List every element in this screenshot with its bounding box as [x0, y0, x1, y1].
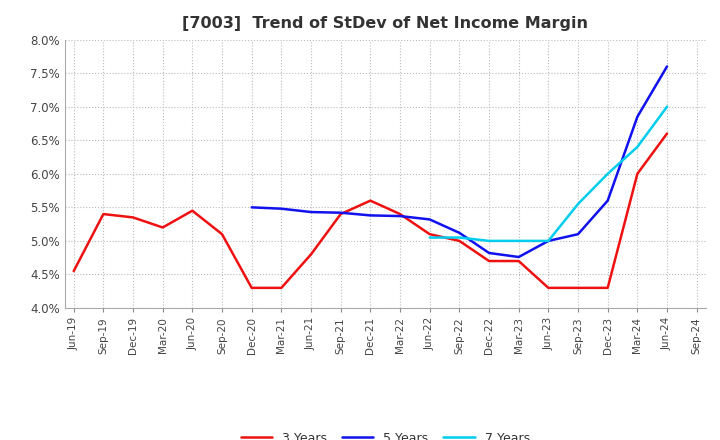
5 Years	[455, 230, 464, 235]
5 Years	[307, 209, 315, 215]
5 Years	[544, 238, 553, 244]
5 Years	[277, 206, 286, 211]
3 Years	[277, 285, 286, 290]
7 Years	[544, 238, 553, 244]
3 Years	[217, 231, 226, 237]
3 Years	[336, 212, 345, 217]
7 Years	[426, 235, 434, 240]
7 Years	[514, 238, 523, 244]
3 Years	[366, 198, 374, 203]
5 Years	[485, 250, 493, 256]
7 Years	[633, 144, 642, 150]
3 Years	[69, 268, 78, 274]
3 Years	[574, 285, 582, 290]
5 Years	[662, 64, 671, 69]
3 Years	[544, 285, 553, 290]
Line: 7 Years: 7 Years	[430, 106, 667, 241]
3 Years	[396, 212, 405, 217]
Line: 5 Years: 5 Years	[252, 66, 667, 257]
3 Years	[99, 212, 108, 217]
3 Years	[455, 238, 464, 244]
3 Years	[485, 258, 493, 264]
Title: [7003]  Trend of StDev of Net Income Margin: [7003] Trend of StDev of Net Income Marg…	[182, 16, 588, 32]
3 Years	[307, 252, 315, 257]
5 Years	[396, 213, 405, 219]
3 Years	[633, 171, 642, 176]
5 Years	[248, 205, 256, 210]
3 Years	[129, 215, 138, 220]
3 Years	[662, 131, 671, 136]
3 Years	[158, 225, 167, 230]
5 Years	[336, 210, 345, 215]
5 Years	[366, 213, 374, 218]
3 Years	[188, 208, 197, 213]
5 Years	[426, 217, 434, 222]
3 Years	[426, 231, 434, 237]
Legend: 3 Years, 5 Years, 7 Years: 3 Years, 5 Years, 7 Years	[235, 427, 535, 440]
5 Years	[603, 198, 612, 203]
7 Years	[485, 238, 493, 244]
3 Years	[514, 258, 523, 264]
7 Years	[574, 202, 582, 207]
3 Years	[603, 285, 612, 290]
5 Years	[514, 254, 523, 260]
7 Years	[603, 171, 612, 176]
Line: 3 Years: 3 Years	[73, 134, 667, 288]
5 Years	[633, 114, 642, 119]
3 Years	[248, 285, 256, 290]
7 Years	[662, 104, 671, 109]
7 Years	[455, 235, 464, 240]
5 Years	[574, 231, 582, 237]
